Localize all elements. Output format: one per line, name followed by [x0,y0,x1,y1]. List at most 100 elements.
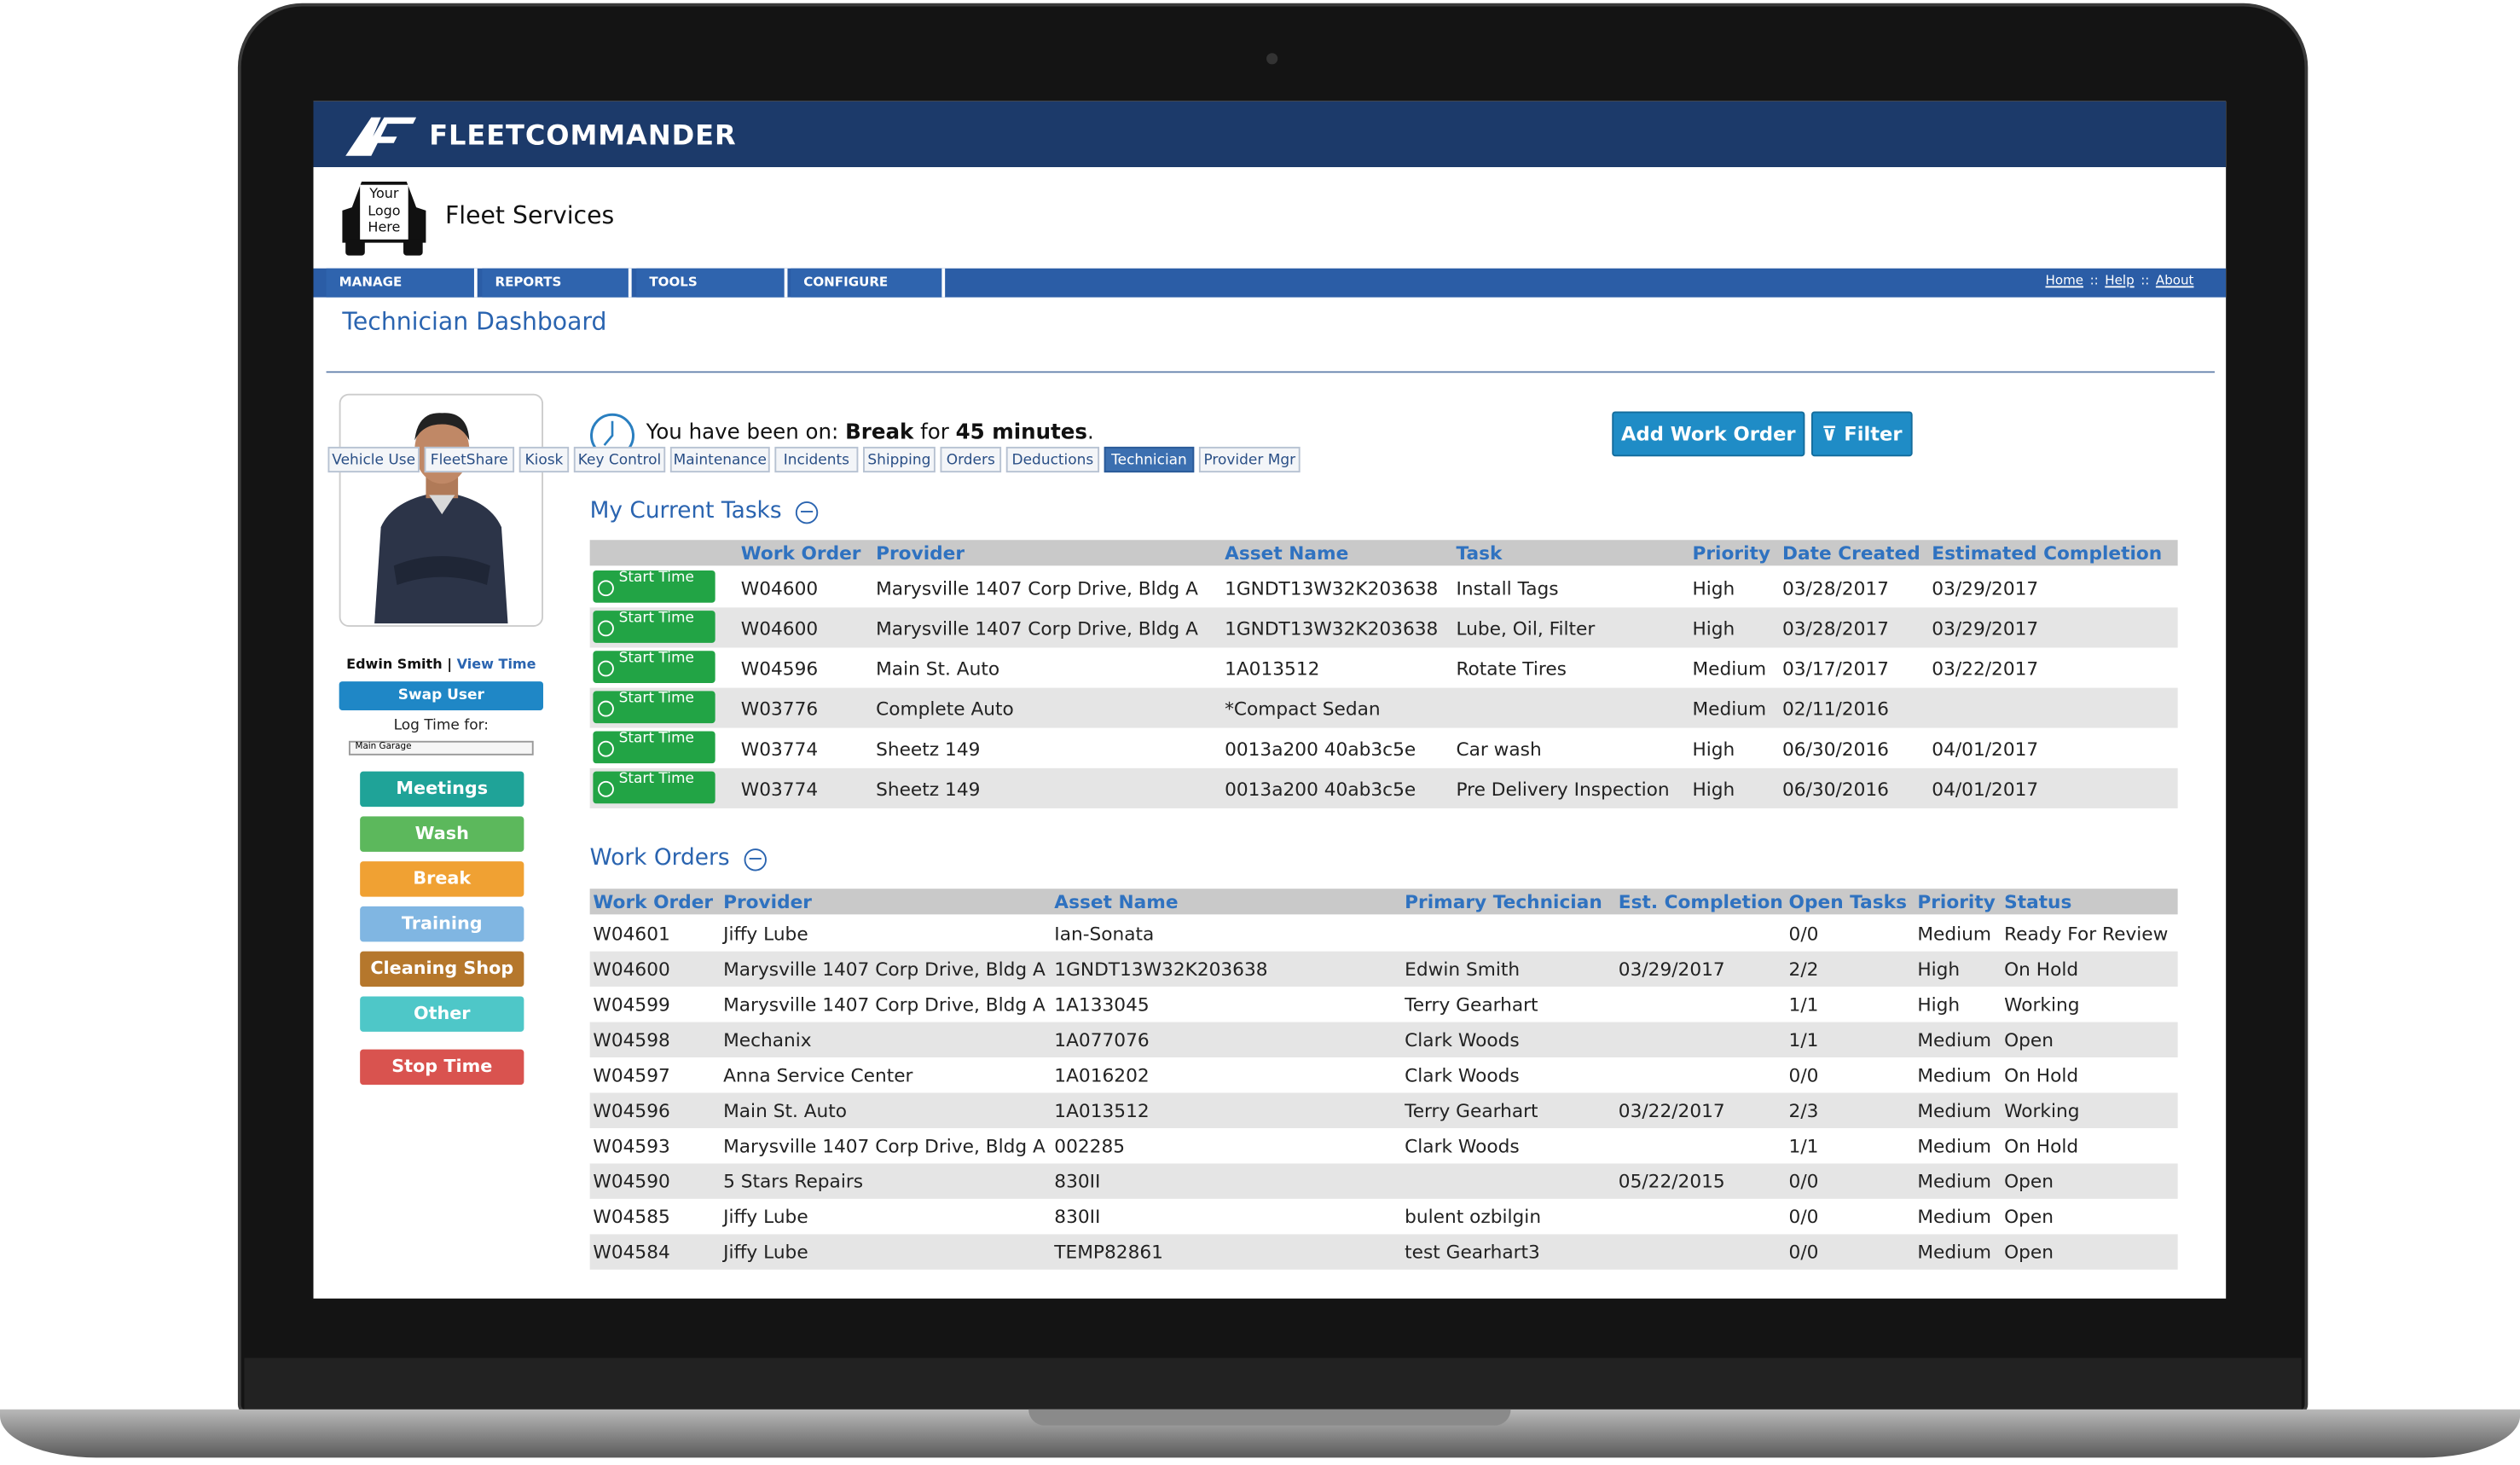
start-time-button[interactable]: Start Time [593,771,715,804]
table-link[interactable]: W04596 [740,656,819,680]
table-link[interactable]: 1A133045 [1054,993,1150,1016]
table-link[interactable]: 0013a200 40ab3c5e [1225,777,1416,800]
table-link[interactable]: W03776 [740,696,819,720]
tab[interactable]: Shipping [863,446,936,473]
table-link[interactable]: W04597 [593,1063,670,1086]
tab[interactable]: Orders [940,446,1002,473]
start-time-button[interactable]: Start Time [593,731,715,764]
tab[interactable]: Deductions [1005,446,1100,473]
top-link[interactable]: Home [2045,273,2084,288]
brand-name: FLEETCOMMANDER [429,120,737,153]
table-cell: Complete Auto [876,696,1014,720]
nav-item[interactable]: CONFIGURE [791,268,946,298]
tab[interactable]: Incidents [774,446,859,473]
table-link[interactable]: W04600 [740,576,819,599]
table-link[interactable]: W04600 [740,616,819,640]
table-link[interactable]: *Compact Sedan [1225,696,1381,720]
table-link[interactable]: 1A013512 [1225,656,1320,680]
collapse-icon[interactable]: − [795,501,819,524]
view-time-link[interactable]: View Time [456,657,536,674]
table-cell: Main St. Auto [723,1099,848,1122]
collapse-icon[interactable]: − [744,848,767,871]
table-link[interactable]: 1GNDT13W32K203638 [1225,616,1439,640]
table-cell: Jiffy Lube [723,1205,808,1228]
table-link[interactable]: 002285 [1054,1134,1126,1157]
column-header: Status [2004,890,2072,913]
start-time-button[interactable]: Start Time [593,651,715,683]
clock-glyph [598,780,614,797]
tab[interactable]: Key Control [573,446,666,473]
table-row [589,607,2178,648]
table-row [589,1163,2178,1199]
table-cell: Mechanix [723,1028,812,1051]
table-link[interactable]: W04600 [593,958,670,981]
time-button[interactable]: Wash [360,816,524,852]
table-link[interactable]: 1A077076 [1054,1028,1150,1051]
table-cell: 2/2 [1788,958,1819,981]
table-link[interactable]: 1A016202 [1054,1063,1150,1086]
table-link[interactable]: 0013a200 40ab3c5e [1225,737,1416,760]
table-link[interactable]: W03774 [740,737,819,760]
table-link[interactable]: 1GNDT13W32K203638 [1225,576,1439,599]
table-cell: High [1917,958,1961,981]
table-link[interactable]: W04596 [593,1099,670,1122]
start-time-button[interactable]: Start Time [593,691,715,724]
table-link[interactable]: TEMP82861 [1054,1240,1163,1264]
filter-button[interactable]: ⊽ Filter [1810,411,1913,457]
start-time-button[interactable]: Start Time [593,570,715,603]
time-button[interactable]: Cleaning Shop [360,951,524,987]
table-link[interactable]: 1GNDT13W32K203638 [1054,958,1268,981]
top-link[interactable]: Help [2105,273,2135,288]
nav-item[interactable]: REPORTS [482,268,632,298]
table-link[interactable]: 1A013512 [1054,1099,1150,1122]
table-link[interactable]: W04598 [593,1028,670,1051]
tab[interactable]: Vehicle Use [327,446,420,473]
table-link[interactable]: W04601 [593,922,670,946]
time-button[interactable]: Training [360,906,524,942]
top-link[interactable]: About [2155,273,2194,288]
table-link[interactable]: W04584 [593,1240,670,1264]
table-cell: Medium [1692,696,1767,720]
org-name: Fleet Services [445,200,615,230]
table-row [589,767,2178,808]
table-link[interactable]: W03774 [740,777,819,800]
table-cell: 0/0 [1788,922,1819,946]
table-link[interactable]: Ian-Sonata [1054,922,1155,946]
time-button[interactable]: Meetings [360,771,524,808]
table-link[interactable]: W04599 [593,993,670,1016]
column-header: Asset Name [1225,541,1349,565]
table-cell: Working [2004,1099,2080,1122]
time-button[interactable]: Break [360,861,524,897]
table-cell: Sheetz 149 [876,737,981,760]
table-link[interactable]: 830II [1054,1169,1101,1193]
swap-user-button[interactable]: Swap User [339,681,543,710]
tab[interactable]: Technician [1104,446,1195,473]
nav-item[interactable]: TOOLS [636,268,788,298]
table-cell: High [1692,777,1735,800]
tab[interactable]: Maintenance [669,446,770,473]
table-cell: Terry Gearhart [1405,993,1538,1016]
nav-item[interactable]: MANAGE [326,268,478,298]
log-time-select[interactable]: Main Garage [348,740,534,756]
table-link[interactable]: W04593 [593,1134,670,1157]
column-header: Work Order [740,541,861,565]
tab[interactable]: FleetShare [424,446,515,473]
table-cell: Lube, Oil, Filter [1456,616,1596,640]
tab[interactable]: Provider Mgr [1198,446,1301,473]
add-work-order-button[interactable]: Add Work Order [1612,411,1805,457]
table-cell: Working [2004,993,2080,1016]
column-header: Priority [1917,890,1996,913]
time-button[interactable]: Other [360,996,524,1032]
start-time-button[interactable]: Start Time [593,611,715,643]
status-middle: for [920,420,949,446]
table-cell: bulent ozbilgin [1405,1205,1542,1228]
table-cell: Open [2004,1028,2054,1051]
table-link[interactable]: W04585 [593,1205,670,1228]
table-link[interactable]: 830II [1054,1205,1101,1228]
table-link[interactable]: W04590 [593,1169,670,1193]
tab[interactable]: Kiosk [518,446,570,473]
stop-time-button[interactable]: Stop Time [360,1049,524,1086]
table-cell: Open [2004,1205,2054,1228]
table-header [589,889,2178,915]
